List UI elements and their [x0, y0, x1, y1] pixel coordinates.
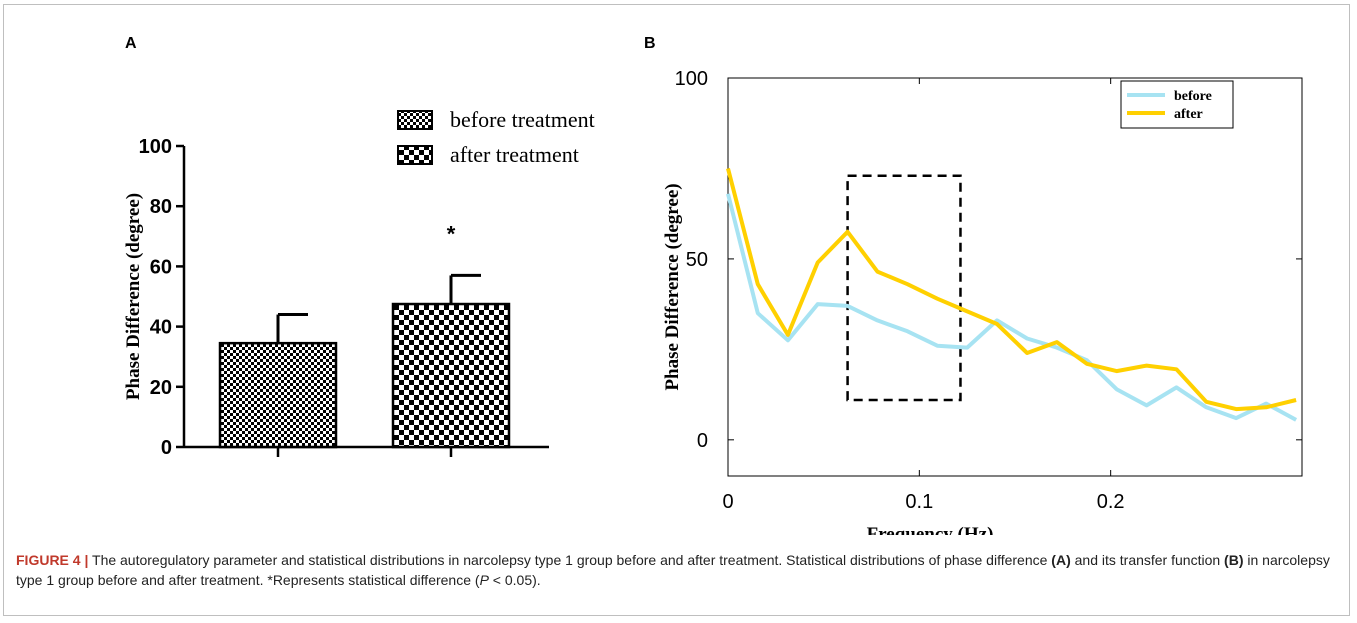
y-axis-label: Phase Difference (degree): [123, 193, 144, 400]
legend-box: [1120, 80, 1234, 129]
bar-after-treatment: [391, 302, 511, 449]
bar-chart-svg: 0 20 40 60 80 100 * before treatment after tre…: [123, 107, 595, 459]
legend-label: after treatment: [450, 142, 579, 167]
x-tick-label: 0.1: [905, 491, 933, 513]
y-tick-label: 100: [675, 68, 708, 90]
x-tick-label: 0.2: [1097, 491, 1125, 513]
caption-text: < 0.05).: [488, 572, 541, 588]
panel-b-letter: B: [644, 35, 656, 52]
caption-text: The autoregulatory parameter and statist…: [88, 552, 1052, 568]
y-tick-label: 80: [150, 196, 172, 218]
y-tick-label: 50: [686, 249, 708, 271]
legend-swatch: [397, 145, 433, 165]
line-chart-svg: 0 50 100 0 0.1 0.2 before after Phase Differen…: [662, 68, 1303, 545]
x-tick-label: 0: [722, 491, 733, 513]
series-line-after: [726, 168, 1297, 412]
y-axis-label: Phase Difference (degree): [662, 183, 683, 390]
highlight-box: [846, 174, 962, 402]
significance-marker: *: [447, 221, 456, 246]
caption-label: FIGURE 4 |: [16, 552, 89, 568]
legend-label: before: [1174, 89, 1212, 104]
y-tick-label: 20: [150, 377, 172, 399]
figure-frame: A 0 20 40 60 80 100 * before treatment after t…: [3, 4, 1350, 616]
y-tick-label: 100: [139, 136, 172, 158]
caption-ref-a: (A): [1051, 552, 1071, 568]
caption-text: in narcolepsy type 1 group before and af…: [16, 552, 1330, 588]
y-tick-label: 40: [150, 317, 172, 339]
panel-b: B 0 50 100 0 0.1 0.2 before after Phase Differ…: [644, 35, 1304, 545]
caption-text: and its transfer function: [1070, 552, 1225, 568]
panel-a: A 0 20 40 60 80 100 * before treatment after t…: [104, 35, 664, 485]
legend-swatch: [397, 110, 433, 130]
bar-before-treatment: [218, 341, 338, 449]
y-tick-label: 60: [150, 256, 172, 278]
legend-label: before treatment: [450, 107, 595, 132]
legend-label: after: [1174, 107, 1203, 122]
caption-ref-b: (B): [1224, 552, 1244, 568]
panel-a-letter: A: [125, 35, 137, 52]
caption-p: P: [479, 572, 489, 588]
figure-caption: FIGURE 4 | The autoregulatory parameter …: [16, 550, 1336, 590]
series-line-before: [726, 193, 1298, 422]
y-tick-label: 0: [161, 437, 172, 459]
plot-frame: [727, 77, 1303, 477]
x-axis-label: Frequency (Hz): [867, 524, 994, 535]
y-tick-label: 0: [697, 430, 708, 452]
